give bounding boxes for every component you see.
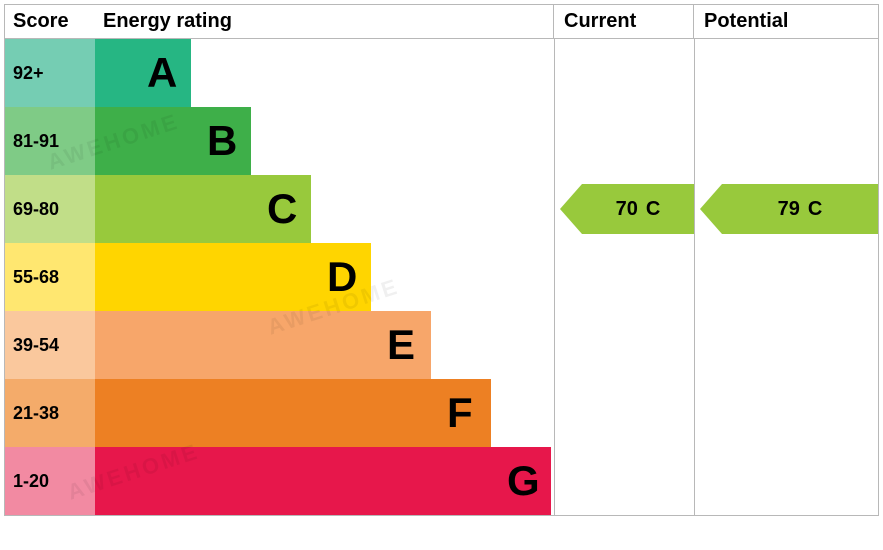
rating-row-a: 92+ A — [5, 39, 878, 107]
column-divider — [694, 39, 695, 515]
header-current: Current — [554, 5, 694, 38]
score-cell: 69-80 — [5, 175, 95, 243]
potential-rating-label: 79 C — [722, 184, 878, 234]
current-rating-arrow: 70 C — [560, 184, 694, 234]
rating-letter: F — [447, 389, 477, 437]
score-cell: 55-68 — [5, 243, 95, 311]
rating-row-b: 81-91 B — [5, 107, 878, 175]
header-score: Score — [5, 5, 95, 38]
rating-letter: E — [387, 321, 417, 369]
rating-row-e: 39-54 E — [5, 311, 878, 379]
arrow-left-icon — [700, 184, 722, 234]
rating-row-f: 21-38 F — [5, 379, 878, 447]
rating-letter: A — [147, 49, 177, 97]
rating-bar-g: G — [95, 447, 551, 515]
current-rating-label: 70 C — [582, 184, 694, 234]
score-cell: 81-91 — [5, 107, 95, 175]
energy-rating-chart: Score Energy rating Current Potential 92… — [4, 4, 879, 516]
rating-letter: G — [507, 457, 537, 505]
rating-bar-d: D — [95, 243, 371, 311]
potential-rating-arrow: 79 C — [700, 184, 878, 234]
rating-letter: B — [207, 117, 237, 165]
current-letter: C — [646, 198, 660, 221]
potential-value: 79 — [778, 198, 800, 221]
rating-row-d: 55-68 D — [5, 243, 878, 311]
chart-body: 92+A81-91B69-80C55-68D39-54E21-38F1-20G … — [5, 39, 878, 515]
score-cell: 1-20 — [5, 447, 95, 515]
header-potential: Potential — [694, 5, 878, 38]
rating-bar-f: F — [95, 379, 491, 447]
column-divider — [554, 39, 555, 515]
score-cell: 21-38 — [5, 379, 95, 447]
rating-letter: D — [327, 253, 357, 301]
current-value: 70 — [616, 198, 638, 221]
rating-bar-e: E — [95, 311, 431, 379]
rating-bar-c: C — [95, 175, 311, 243]
rating-letter: C — [267, 185, 297, 233]
arrow-left-icon — [560, 184, 582, 234]
header-rating: Energy rating — [95, 5, 554, 38]
score-cell: 92+ — [5, 39, 95, 107]
rating-bar-a: A — [95, 39, 191, 107]
potential-letter: C — [808, 198, 822, 221]
rating-row-g: 1-20 G — [5, 447, 878, 515]
score-cell: 39-54 — [5, 311, 95, 379]
header-row: Score Energy rating Current Potential — [5, 5, 878, 39]
rating-bar-b: B — [95, 107, 251, 175]
